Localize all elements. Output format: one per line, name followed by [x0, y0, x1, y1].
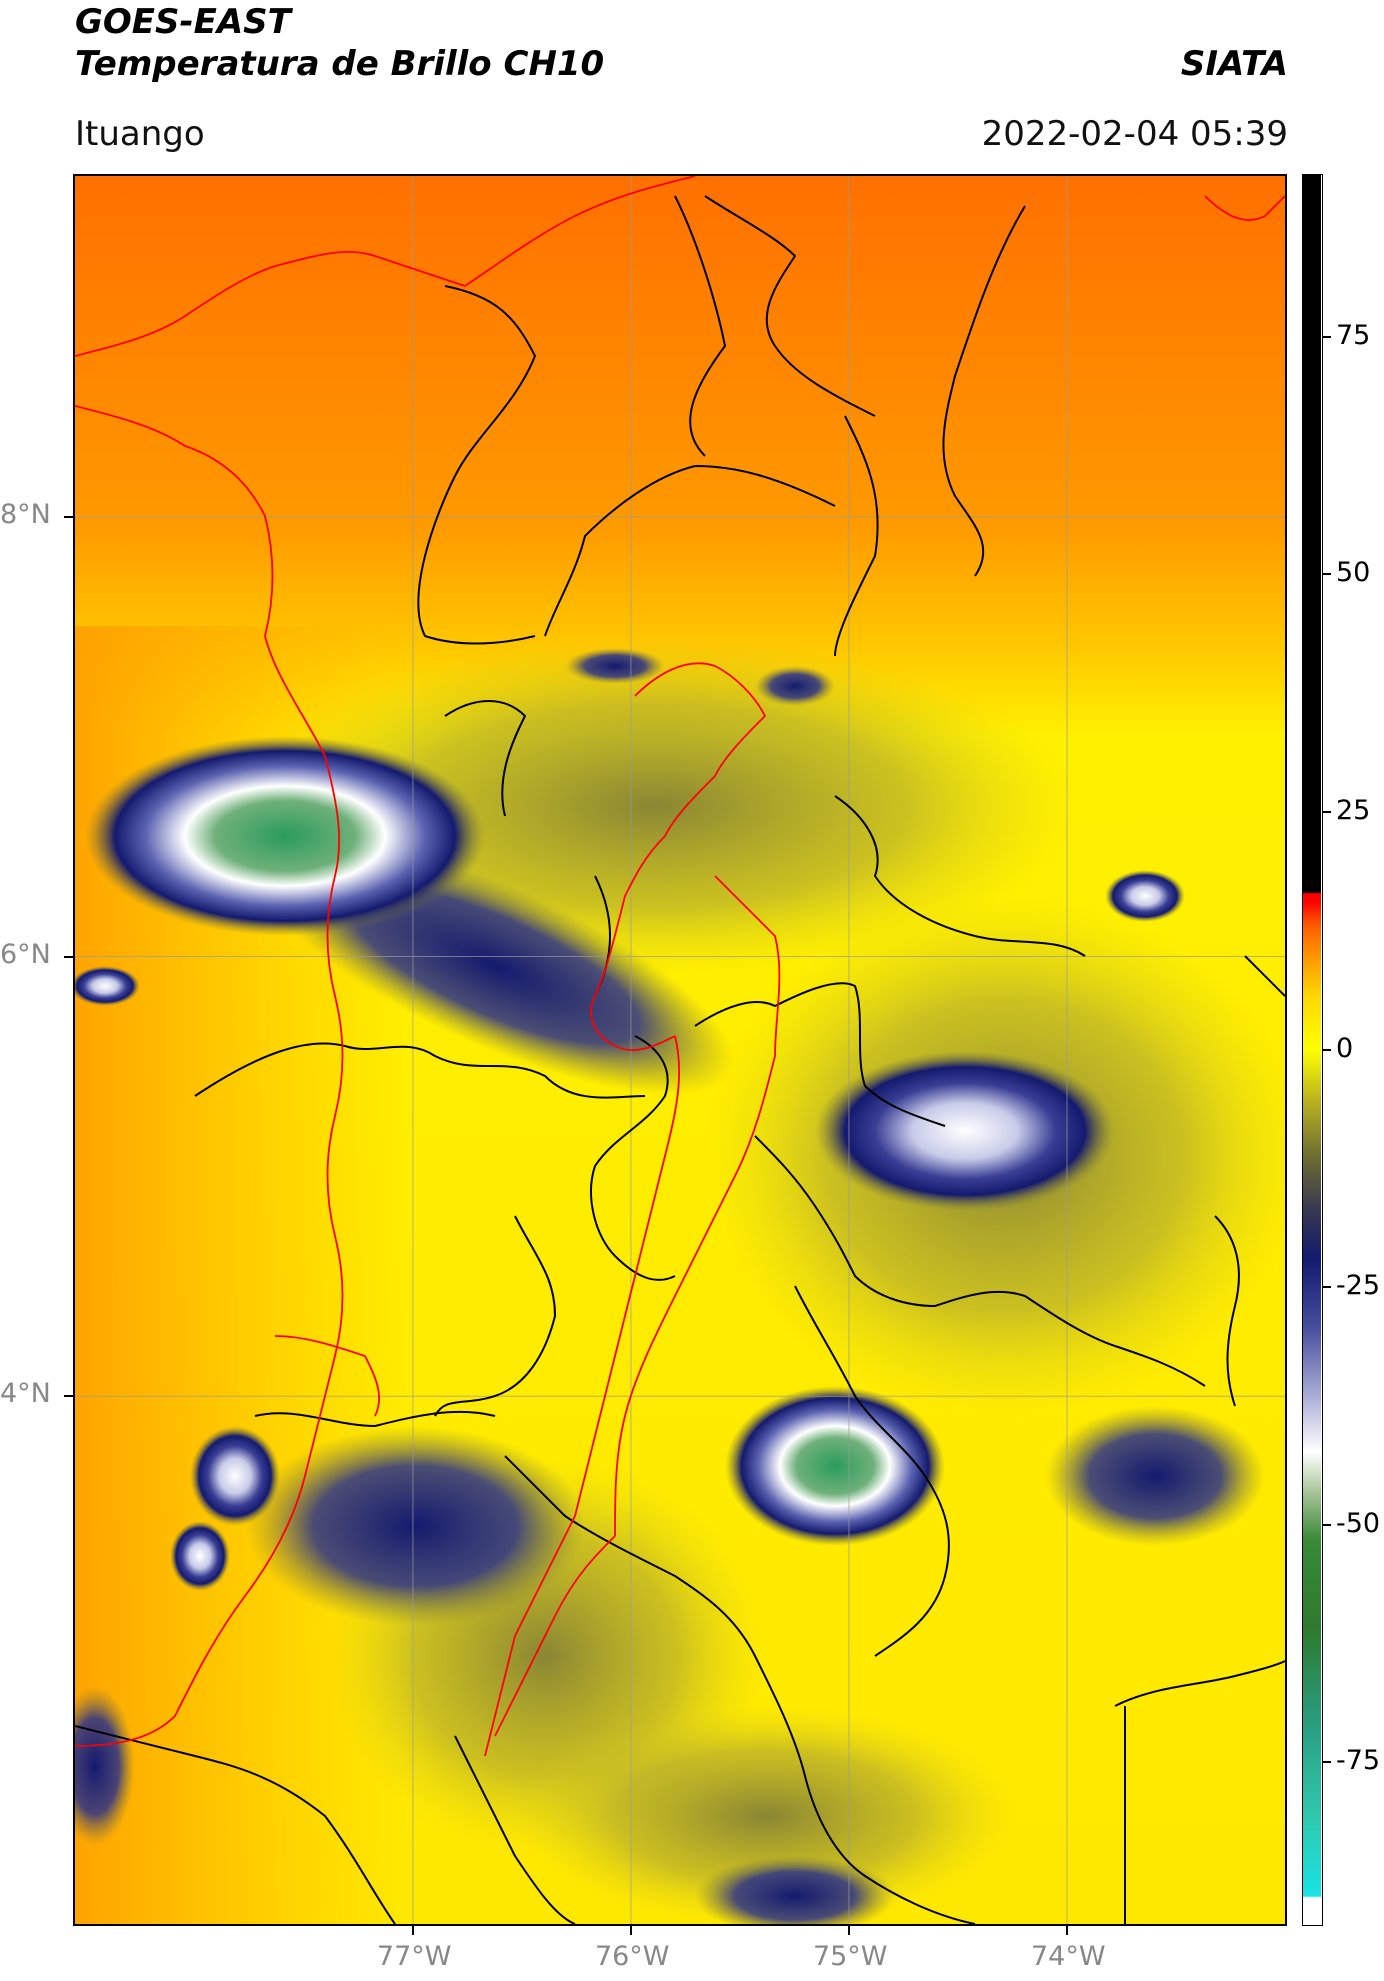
convective-cell-central-east [815, 1051, 1115, 1211]
colorbar-tick-mark [1323, 335, 1331, 338]
colorbar-tick-label: 50 [1336, 557, 1371, 589]
colorbar-tick-label: 25 [1336, 794, 1371, 826]
lon-tick-label: 77°W [376, 1941, 452, 1972]
convective-cell-small-east [1105, 870, 1185, 922]
lat-tick-label: 4°N [0, 1378, 51, 1410]
colorbar-tick-label: -50 [1336, 1507, 1381, 1539]
navy-cloud-small-north [565, 648, 665, 684]
colorbar-tick-mark [1323, 810, 1331, 813]
colorbar-tick-label: -75 [1336, 1745, 1381, 1777]
lon-tick-mark [629, 1926, 632, 1935]
datetime-label: 2022-02-04 05:39 [981, 114, 1288, 154]
colorbar-gradient [1303, 175, 1321, 1924]
colorbar-tick-mark [1323, 1523, 1331, 1526]
colorbar-tick-label: 75 [1336, 319, 1371, 351]
colorbar-tick-mark [1323, 1048, 1331, 1051]
colorbar-tick-mark [1323, 1761, 1331, 1764]
lat-tick-mark [64, 1395, 73, 1398]
title-line-1: GOES-EAST [75, 2, 291, 42]
lat-tick-label: 8°N [0, 498, 51, 530]
lon-tick-mark [847, 1926, 850, 1935]
lon-tick-mark [411, 1926, 414, 1935]
navy-cloud-corner [75, 1686, 135, 1846]
convective-cell-southwest-a [190, 1426, 280, 1526]
region-label: Ituango [75, 114, 205, 154]
title-line-2: Temperatura de Brillo CH10 [75, 44, 605, 84]
colorbar-tick-mark [1323, 573, 1331, 576]
navy-cloud-lower-east [1045, 1406, 1265, 1546]
convective-cell-northwest [85, 736, 485, 936]
lat-tick-mark [64, 515, 73, 518]
convective-cell-small-west [75, 966, 140, 1006]
colorbar-tick-mark [1323, 1286, 1331, 1289]
national-and-regional-borders-red [75, 176, 1285, 1757]
colorbar-tick-label: 0 [1336, 1032, 1354, 1064]
lat-tick-label: 6°N [0, 938, 51, 970]
navy-cloud-bottom [695, 1856, 895, 1924]
cloud-features [75, 636, 1285, 1924]
lon-tick-label: 75°W [812, 1941, 888, 1972]
lon-tick-label: 76°W [594, 1941, 670, 1972]
lat-tick-mark [64, 955, 73, 958]
colorbar-tick-label: -25 [1336, 1270, 1381, 1302]
convective-cell-southwest-b [170, 1521, 230, 1591]
navy-cloud-small-northeast [755, 666, 835, 706]
colorbar [1302, 174, 1323, 1926]
lon-tick-label: 74°W [1030, 1941, 1106, 1972]
gridlines [75, 176, 1285, 1924]
navy-cloud-southwest [245, 1426, 585, 1626]
lon-tick-mark [1065, 1926, 1068, 1935]
convective-cell-southeast [725, 1386, 945, 1546]
satellite-map [73, 174, 1287, 1926]
olive-cloud-southeast [515, 1706, 1015, 1924]
internal-department-borders [75, 195, 1285, 1924]
brand-label: SIATA [1180, 44, 1288, 84]
